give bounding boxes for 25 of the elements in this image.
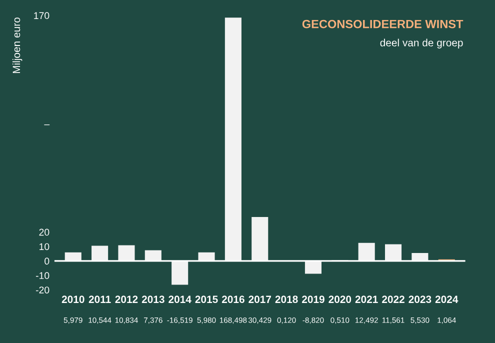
x-tick-label: 2020 — [328, 296, 352, 304]
text: deel van de groep — [380, 38, 463, 48]
y-tick-label: – — [44, 124, 50, 126]
x-tick-label: 2015 — [195, 296, 218, 304]
y-tick-label: 170 — [34, 12, 50, 20]
chart-title: GECONSOLIDEERDE WINST — [302, 20, 464, 28]
x-tick-label: 2012 — [115, 296, 138, 304]
x-tick-label: 2021 — [355, 296, 378, 304]
y-tick-label: 10 — [40, 243, 50, 250]
x-tick-label: 2014 — [168, 296, 192, 304]
x-tick-label: 2019 — [302, 296, 324, 304]
x-tick-label: 2013 — [142, 296, 164, 304]
x-tick-label: 2023 — [408, 296, 432, 304]
y-tick-label: 20 — [39, 228, 50, 236]
x-tick-label: 2022 — [382, 296, 404, 304]
x-tick-label: 2016 — [222, 296, 244, 304]
y-tick-label: 0 — [44, 258, 50, 265]
x-tick-label: 2024 — [435, 296, 458, 304]
y-axis-title: Miljoen euro — [12, 18, 22, 74]
y-tick-label: -20 — [36, 286, 50, 294]
x-tick-label: 2018 — [275, 296, 298, 304]
y-tick-label: -10 — [36, 272, 50, 280]
x-tick-label: 2017 — [248, 296, 272, 304]
x-tick-label: 2010 — [62, 296, 84, 304]
x-tick-label: 2011 — [88, 296, 111, 304]
